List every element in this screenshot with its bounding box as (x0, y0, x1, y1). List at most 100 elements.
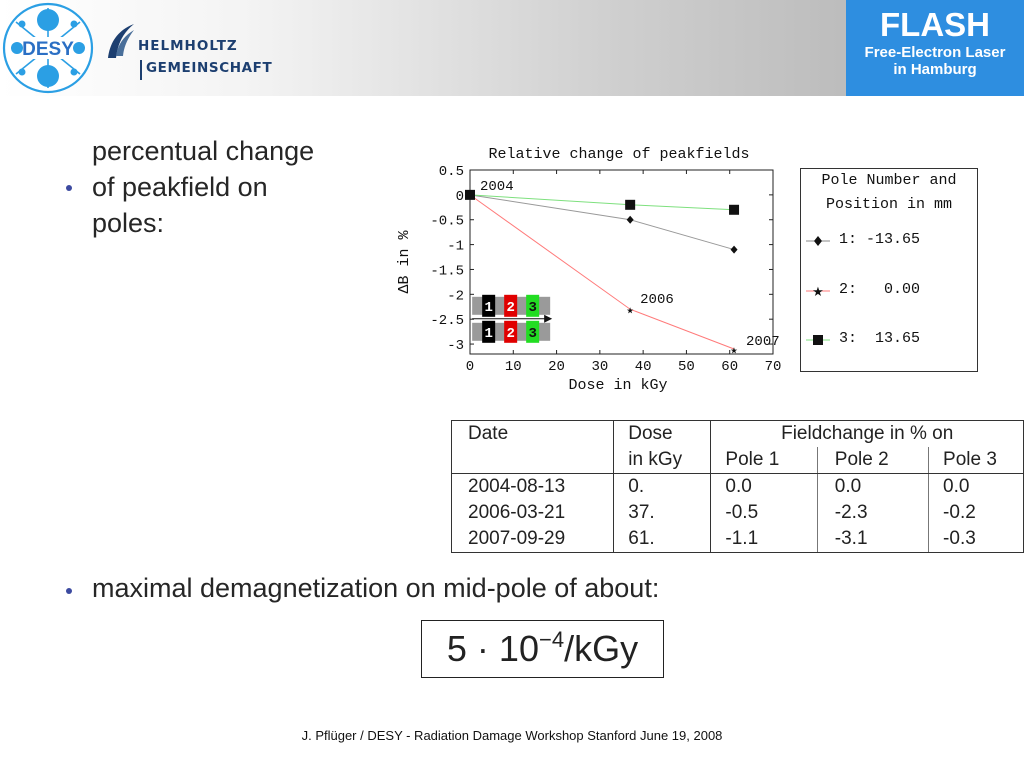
table-cell-dose: 61. (613, 526, 712, 553)
table-cell-pole3: -0.2 (928, 500, 1024, 526)
inset-pole-block (482, 320, 496, 343)
y-tick-label: -2 (447, 288, 464, 304)
table-row: 2004-08-13 0. 0.0 0.0 0.0 (450, 473, 1024, 500)
header-pole2: Pole 2 (817, 447, 930, 474)
y-tick-label: -0.5 (430, 214, 464, 230)
star-marker-icon: ★ (806, 284, 830, 299)
y-tick-label: -2.5 (430, 313, 464, 329)
diamond-marker-icon (806, 236, 830, 246)
y-tick-label: -3 (447, 338, 464, 354)
bullet-dot (66, 185, 72, 191)
table-cell-pole1: 0.0 (710, 473, 818, 500)
footer-citation: J. Pflüger / DESY - Radiation Damage Wor… (301, 728, 723, 743)
year-annotation: 2004 (480, 179, 514, 195)
series-line-3 (469, 194, 735, 211)
table-cell-date: 2004-08-13 (450, 473, 615, 500)
inset-pole-block (526, 320, 540, 343)
inset-pole-block (526, 294, 540, 317)
y-axis-label: ΔB in % (396, 229, 413, 293)
x-tick-label: 70 (765, 359, 782, 375)
data-point: ★ (627, 304, 634, 318)
data-point: ★ (730, 344, 737, 358)
svg-text:★: ★ (812, 284, 824, 299)
demagnetization-formula: 5 · 10−4/kGy (421, 620, 664, 678)
header-dose-unit: in kGy (613, 447, 712, 474)
pole-inset-diagram: 1 2 3 1 2 3 (472, 294, 553, 343)
header-date: Date (450, 420, 615, 447)
table-cell-date: 2006-03-21 (450, 500, 615, 526)
x-tick-label: 60 (721, 359, 738, 375)
inset-arrow-head (544, 314, 553, 323)
data-point (465, 189, 475, 200)
table-cell-pole3: -0.3 (928, 526, 1024, 553)
table-cell-pole2: -2.3 (817, 500, 930, 526)
table-header-row: Date Dose Fieldchange in % on (450, 420, 1024, 447)
bullet-dot (66, 588, 72, 594)
desy-logo: DESY (2, 2, 94, 94)
desy-logo-text: DESY (22, 39, 74, 60)
inset-pole-block (504, 320, 518, 343)
chart-legend: Pole Number and Position in mm 1: -13.65… (800, 168, 978, 372)
table-cell-dose: 0. (613, 473, 712, 500)
x-tick-label: 40 (635, 359, 652, 375)
fieldchange-table: Date Dose Fieldchange in % on in kGy Pol… (450, 420, 1024, 553)
inset-pole-label: 2 (506, 326, 514, 342)
flash-title: FLASH (880, 6, 990, 43)
chart-title: Relative change of peakfields (488, 146, 749, 163)
x-tick-label: 20 (548, 359, 565, 375)
helmholtz-divider (140, 60, 142, 80)
legend-entry-2: ★ 2: 0.00 (801, 281, 977, 301)
header-pole3: Pole 3 (928, 447, 1024, 474)
inset-pole-label: 3 (528, 300, 536, 316)
bullet1-line2: of peakfield on (92, 172, 268, 202)
table-row: 2007-09-29 61. -1.1 -3.1 -0.3 (450, 526, 1024, 553)
legend-title-line1: Pole Number and (821, 172, 957, 189)
inset-pole-block (482, 294, 496, 317)
helmholtz-logo: HELMHOLTZ GEMEINSCHAFT (104, 22, 284, 82)
header-pole1: Pole 1 (710, 447, 818, 474)
bullet1-line3: poles: (92, 208, 165, 238)
formula-exponent: −4 (538, 627, 565, 652)
bullet1-line1: percentual change (92, 136, 315, 166)
table-cell-dose: 37. (613, 500, 712, 526)
helmholtz-line1: HELMHOLTZ (138, 38, 238, 54)
inset-pole-label: 1 (484, 300, 492, 316)
inset-pole-label: 1 (484, 326, 492, 342)
header-dose: Dose (613, 420, 712, 447)
data-point (730, 245, 738, 254)
formula-unit: /kGy (564, 628, 639, 669)
year-annotation: 2007 (746, 334, 780, 350)
table-cell-date: 2007-09-29 (450, 526, 615, 553)
table-cell-pole2: -3.1 (817, 526, 930, 553)
table-cell-pole1: -0.5 (710, 500, 818, 526)
x-tick-label: 50 (678, 359, 695, 375)
y-tick-label: -1 (447, 239, 464, 255)
y-tick-label: 0 (456, 189, 464, 205)
square-marker-icon (806, 335, 830, 345)
x-tick-label: 10 (505, 359, 522, 375)
inset-pole-label: 3 (528, 326, 536, 342)
table-row: 2006-03-21 37. -0.5 -2.3 -0.2 (450, 500, 1024, 526)
data-point (626, 215, 634, 224)
legend-label-2: 2: 0.00 (839, 281, 921, 298)
formula-mantissa: 5 · 10 (446, 628, 539, 669)
flash-subtitle-line1: Free-Electron Laser (864, 44, 1006, 61)
peakfield-chart: Relative change of peakfields 0 10 20 30 40 5… (396, 146, 782, 394)
x-tick-label: 30 (591, 359, 608, 375)
bullet2-text: maximal demagnetization on mid-pole of a… (92, 573, 660, 603)
table-subheader-row: in kGy Pole 1 Pole 2 Pole 3 (450, 447, 1024, 474)
flash-badge: FLASH Free-Electron Laser in Hamburg (846, 0, 1024, 96)
y-tick-label: 0.5 (439, 164, 464, 180)
legend-title-line2: Position in mm (825, 196, 953, 213)
table-cell-pole2: 0.0 (817, 473, 930, 500)
helmholtz-swoosh-icon (108, 24, 134, 58)
plot-area (469, 169, 774, 355)
inset-pole-block (504, 294, 518, 317)
legend-label-3: 3: 13.65 (839, 330, 921, 347)
y-tick-label: -1.5 (430, 263, 464, 279)
x-axis-label: Dose in kGy (568, 377, 667, 394)
legend-entry-1: 1: -13.65 (801, 231, 977, 251)
flash-subtitle-line2: in Hamburg (893, 61, 977, 78)
legend-entry-3: 3: 13.65 (801, 330, 977, 350)
table-cell-pole1: -1.1 (710, 526, 818, 553)
